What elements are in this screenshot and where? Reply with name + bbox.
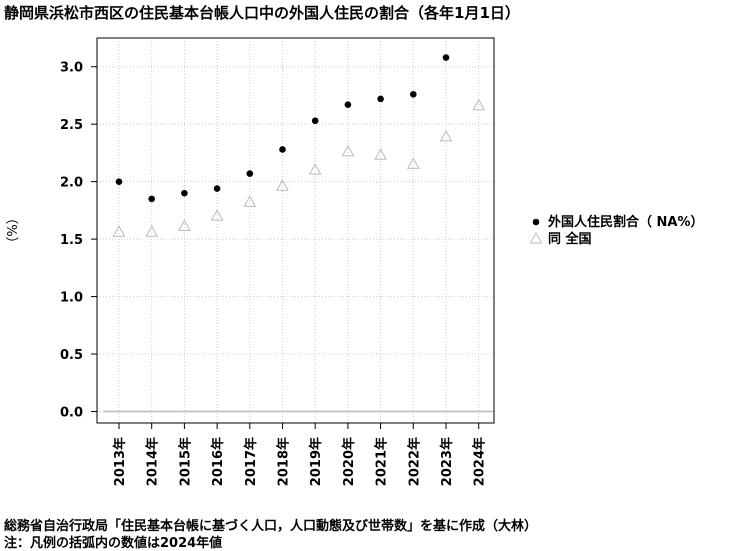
point-foreign-ratio: [246, 170, 254, 177]
point-national-ratio: [439, 129, 453, 142]
legend-marker-circle: [532, 218, 540, 226]
footnote: 注：凡例の括弧内の数値は2024年値: [4, 536, 223, 551]
y-tick-label: 3.0: [60, 61, 83, 76]
y-tick-label: 1.5: [60, 233, 83, 248]
chart-title: 静岡県浜松市西区の住民基本台帳人口中の外国人住民の割合（各年1月1日）: [4, 4, 520, 22]
source-note: 総務省自治行政局「住民基本台帳に基づく人口，人口動態及び世帯数」を基に作成（大林…: [4, 519, 538, 534]
point-national-ratio: [276, 179, 289, 191]
x-tick-label: 2022年: [406, 437, 422, 486]
point-foreign-ratio: [148, 195, 155, 203]
y-tick-label: 0.0: [60, 406, 83, 421]
x-tick-label: 2023年: [439, 437, 455, 486]
point-national-ratio: [472, 98, 486, 111]
point-foreign-ratio: [442, 54, 450, 61]
point-national-ratio: [374, 148, 387, 160]
x-tick-label: 2020年: [341, 437, 357, 486]
point-foreign-ratio: [115, 178, 123, 185]
point-national-ratio: [112, 225, 126, 237]
point-national-ratio: [178, 219, 191, 231]
point-national-ratio: [210, 209, 224, 221]
x-tick-label: 2015年: [177, 437, 193, 486]
point-foreign-ratio: [410, 91, 417, 98]
point-national-ratio: [406, 157, 420, 169]
x-tick-label: 2016年: [210, 437, 226, 486]
x-axis: 2013年 2014年 2015年 2016年 2017年 2018年 2019年 2020年…: [112, 423, 488, 486]
y-axis-label: （%）: [6, 211, 21, 249]
y-tick-label: 0.5: [60, 348, 83, 363]
point-national-ratio: [145, 225, 159, 237]
x-tick-label: 2018年: [276, 437, 292, 486]
legend-marker-triangle: [529, 231, 543, 244]
x-tick-label: 2017年: [243, 437, 259, 486]
data-points: [112, 54, 486, 237]
point-foreign-ratio: [181, 189, 188, 197]
legend: 外国人住民割合（ NA%）同 全国: [529, 214, 704, 247]
point-foreign-ratio: [213, 185, 221, 192]
x-tick-label: 2021年: [374, 437, 390, 486]
point-foreign-ratio: [377, 95, 384, 103]
y-axis: 0.0 0.5 1.0 1.5 2.0 2.5 3.0: [60, 61, 97, 421]
plot-frame: [96, 37, 495, 424]
point-national-ratio: [308, 163, 322, 175]
point-foreign-ratio: [279, 146, 286, 153]
point-national-ratio: [341, 144, 355, 157]
x-tick-label: 2014年: [145, 437, 161, 486]
point-foreign-ratio: [311, 117, 319, 125]
point-foreign-ratio: [344, 101, 352, 108]
legend-label: 同 全国: [548, 231, 592, 247]
x-tick-label: 2013年: [112, 437, 128, 486]
legend-label: 外国人住民割合（ NA%）: [547, 214, 704, 230]
y-tick-label: 2.5: [60, 118, 83, 133]
point-national-ratio: [243, 195, 257, 207]
y-tick-label: 2.0: [60, 176, 83, 191]
x-tick-label: 2019年: [308, 437, 324, 486]
y-tick-label: 1.0: [60, 291, 83, 306]
grid-lines: [97, 38, 494, 423]
x-tick-label: 2024年: [472, 437, 488, 486]
